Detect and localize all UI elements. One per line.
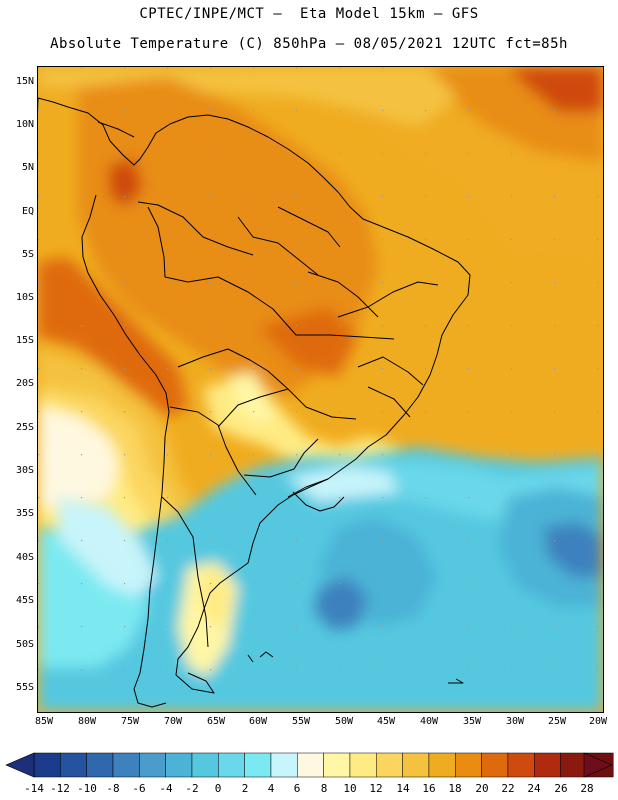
lat-label-25s: 25S	[15, 422, 34, 433]
lon-label-80w: 80W	[77, 716, 97, 727]
lon-label-65w: 65W	[206, 716, 226, 727]
colorbar-label: 20	[475, 782, 489, 795]
lon-label-20w: 20W	[588, 716, 608, 727]
colorbar-cell	[507, 752, 535, 778]
lon-label-30w: 30W	[505, 716, 525, 727]
colorbar-label: -12	[50, 782, 70, 795]
colorbar-cell	[139, 752, 166, 778]
lat-label-20s: 20S	[15, 378, 34, 389]
colorbar-label: 6	[293, 782, 301, 795]
colorbar-cell	[86, 752, 114, 778]
colorbar-cell	[534, 752, 561, 778]
colorbar-cell	[165, 752, 193, 778]
colorbar-cell	[428, 752, 456, 778]
colorbar-cell	[481, 752, 509, 778]
lon-label-55w: 55W	[291, 716, 311, 727]
colorbar-label: -14	[24, 782, 44, 795]
colorbar-label: -6	[132, 782, 146, 795]
color-scale-bar	[5, 752, 614, 778]
temperature-map	[37, 66, 604, 713]
colorbar-label: 28	[580, 782, 594, 795]
colorbar-cell	[297, 752, 324, 778]
colorbar-label: 8	[320, 782, 328, 795]
colorbar-label: 2	[241, 782, 249, 795]
colorbar-cell	[402, 752, 430, 778]
lon-label-35w: 35W	[462, 716, 482, 727]
colorbar-label: 26	[554, 782, 568, 795]
lon-label-50w: 50W	[334, 716, 354, 727]
title-line-1: CPTEC/INPE/MCT – Eta Model 15km – GFS	[139, 6, 479, 22]
colorbar-label: -10	[77, 782, 97, 795]
lon-label-60w: 60W	[248, 716, 268, 727]
lat-label-30s: 30S	[15, 465, 34, 476]
lon-label-75w: 75W	[120, 716, 140, 727]
lat-label-15n: 15N	[15, 76, 34, 87]
lat-label-45s: 45S	[15, 595, 34, 606]
colorbar-label: 4	[267, 782, 275, 795]
lat-label-5s: 5S	[21, 249, 34, 260]
lon-label-25w: 25W	[547, 716, 567, 727]
colorbar-label: 22	[501, 782, 515, 795]
colorbar-label: 10	[343, 782, 357, 795]
colorbar-label: 0	[214, 782, 222, 795]
colorbar-low-arrow	[5, 752, 35, 778]
lat-label-eq: EQ	[21, 206, 34, 217]
colorbar-label: -2	[185, 782, 199, 795]
colorbar-label: 18	[448, 782, 462, 795]
colorbar-cell	[191, 752, 219, 778]
colorbar-label: -8	[106, 782, 120, 795]
colorbar-cell	[455, 752, 482, 778]
colorbar-label: 12	[369, 782, 383, 795]
lat-label-55s: 55S	[15, 682, 34, 693]
lat-label-15s: 15S	[15, 335, 34, 346]
lat-label-5n: 5N	[21, 162, 34, 173]
lat-label-35s: 35S	[15, 508, 34, 519]
lon-label-85w: 85W	[34, 716, 54, 727]
title-line-2: Absolute Temperature (C) 850hPa – 08/05/…	[50, 36, 568, 52]
temperature-field	[38, 67, 603, 712]
lat-label-40s: 40S	[15, 552, 34, 563]
lon-label-45w: 45W	[376, 716, 396, 727]
colorbar-label: 14	[396, 782, 410, 795]
lat-label-10n: 10N	[15, 119, 34, 130]
colorbar-cell	[560, 752, 588, 778]
lat-label-50s: 50S	[15, 639, 34, 650]
colorbar-cell	[323, 752, 351, 778]
colorbar-cell	[376, 752, 403, 778]
colorbar-cell	[33, 752, 61, 778]
lon-label-70w: 70W	[163, 716, 183, 727]
colorbar-high-arrow	[583, 752, 613, 778]
colorbar-cell	[60, 752, 87, 778]
colorbar-label: 24	[527, 782, 541, 795]
colorbar-cell	[218, 752, 245, 778]
lat-label-10s: 10S	[15, 292, 34, 303]
colorbar-cell	[244, 752, 272, 778]
colorbar-label: 16	[422, 782, 436, 795]
colorbar-cell	[349, 752, 377, 778]
colorbar-label: -4	[159, 782, 173, 795]
colorbar-cell	[270, 752, 298, 778]
colorbar-cell	[112, 752, 140, 778]
lon-label-40w: 40W	[419, 716, 439, 727]
